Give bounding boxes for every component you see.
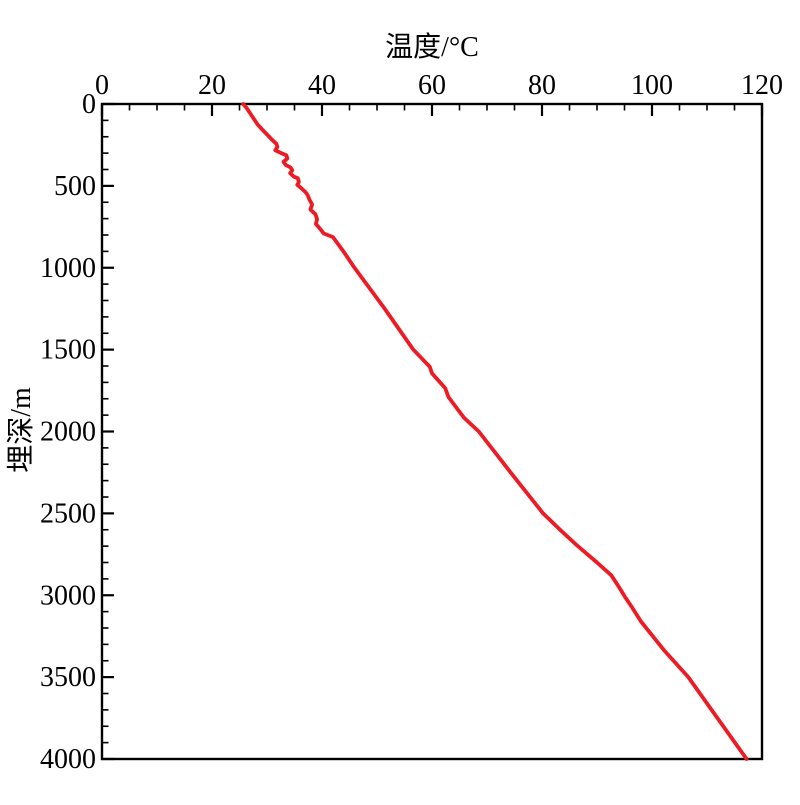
major-ticks	[100, 102, 764, 761]
y-tick-label: 1000	[40, 253, 96, 284]
x-tick-label: 100	[631, 70, 673, 101]
plot-frame	[100, 102, 764, 761]
x-tick-label: 80	[528, 70, 556, 101]
x-tick-label: 120	[741, 70, 783, 101]
temperature-curve	[241, 102, 749, 761]
y-axis-title: 埋深/m	[6, 387, 37, 473]
y-tick-label: 2000	[40, 417, 96, 448]
y-tick-label: 0	[82, 89, 96, 120]
x-tick-label: 0	[95, 70, 109, 101]
x-tick-label: 40	[308, 70, 336, 101]
x-axis-title: 温度/°C	[385, 31, 479, 63]
x-tick-label: 20	[198, 70, 226, 101]
y-tick-label: 2500	[40, 498, 96, 529]
y-tick-label: 4000	[40, 744, 96, 775]
y-tick-label: 1500	[40, 335, 96, 366]
y-tick-label: 3000	[40, 580, 96, 611]
y-tick-label: 500	[54, 171, 96, 202]
x-tick-label: 60	[418, 70, 446, 101]
tick-labels: 0 20 40 60 80 100 120 0 500 1000 1500 2000 2500 3000 3…	[40, 70, 783, 775]
minor-ticks	[102, 104, 736, 744]
y-tick-label: 3500	[40, 662, 96, 693]
